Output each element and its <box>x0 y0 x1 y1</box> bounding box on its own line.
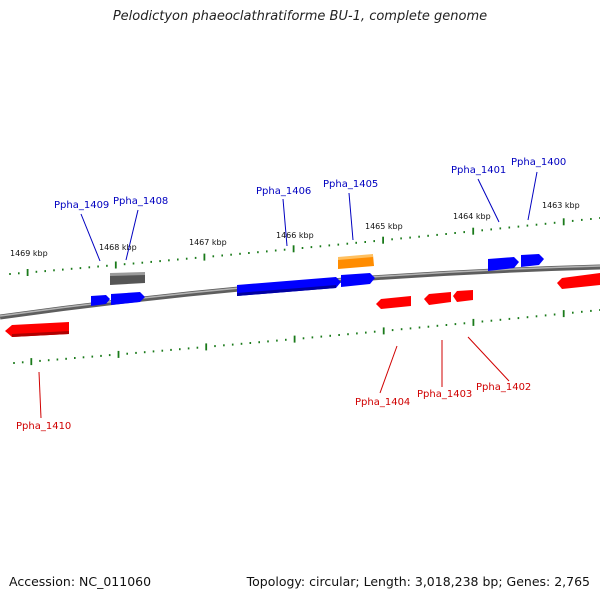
gene-label-ppha-1410[interactable]: Ppha_1410 <box>16 421 71 432</box>
leader-lines-forward <box>80 171 538 262</box>
leader-ppha-1402 <box>467 336 510 382</box>
gene-feature-ppha-1408-pseudo-top <box>110 272 145 276</box>
gene-feature-ppha-1410-shade <box>12 331 69 337</box>
scale-ticks-top <box>9 217 600 276</box>
scale-label-1465: 1465 kbp <box>365 222 403 231</box>
forward-genes <box>91 254 544 306</box>
gene-feature-ppha-1408[interactable] <box>111 292 145 305</box>
gene-feature-ppha-1404-fwd[interactable] <box>341 273 375 287</box>
scale-ticks-bottom <box>13 309 600 366</box>
gene-feature-ppha-1399[interactable] <box>557 273 600 289</box>
gene-feature-ppha-1403[interactable] <box>424 292 451 305</box>
gene-label-ppha-1402[interactable]: Ppha_1402 <box>476 382 531 393</box>
reverse-genes <box>5 273 600 337</box>
scale-label-1467: 1467 kbp <box>189 238 227 247</box>
gene-label-ppha-1403[interactable]: Ppha_1403 <box>417 389 472 400</box>
gene-feature-ppha-1409[interactable] <box>91 295 110 306</box>
leader-ppha-1408 <box>125 209 139 261</box>
leader-ppha-1400 <box>527 171 538 221</box>
gene-label-ppha-1401[interactable]: Ppha_1401 <box>451 165 506 176</box>
accession-text: Accession: NC_011060 <box>9 574 152 589</box>
leader-ppha-1404 <box>379 345 398 394</box>
leader-ppha-1409 <box>80 213 101 262</box>
scale-label-1468: 1468 kbp <box>99 243 137 252</box>
scale-label-1464: 1464 kbp <box>453 212 491 221</box>
gene-labels-reverse: Ppha_1410 Ppha_1404 Ppha_1403 Ppha_1402 <box>16 382 531 432</box>
scale-label-1463: 1463 kbp <box>542 201 580 210</box>
gene-label-ppha-1409[interactable]: Ppha_1409 <box>54 200 109 211</box>
leader-lines-reverse <box>38 336 510 419</box>
map-title: Pelodictyon phaeoclathratiforme BU-1, co… <box>112 9 488 24</box>
leader-ppha-1405 <box>348 192 354 241</box>
gene-labels-forward: Ppha_1409 Ppha_1408 Ppha_1406 Ppha_1405 … <box>54 157 566 211</box>
gene-feature-ppha-1408-pseudo[interactable] <box>110 274 145 285</box>
scale-label-1466: 1466 kbp <box>276 231 314 240</box>
genome-backbone-highlight <box>0 265 600 317</box>
leader-ppha-1410 <box>38 371 42 419</box>
gene-label-ppha-1408[interactable]: Ppha_1408 <box>113 196 168 207</box>
scale-label-1469: 1469 kbp <box>10 249 48 258</box>
gene-feature-ppha-1404[interactable] <box>376 296 411 309</box>
gene-label-ppha-1404[interactable]: Ppha_1404 <box>355 397 410 408</box>
gene-label-ppha-1405[interactable]: Ppha_1405 <box>323 179 378 190</box>
leader-ppha-1406 <box>282 198 288 247</box>
scale-labels: 1469 kbp 1468 kbp 1467 kbp 1466 kbp 1465… <box>10 201 580 258</box>
genome-summary-text: Topology: circular; Length: 3,018,238 bp… <box>246 574 590 589</box>
gene-feature-ppha-1402[interactable] <box>453 290 473 302</box>
gene-feature-ppha-1405-rna-top <box>338 254 373 260</box>
gene-label-ppha-1400[interactable]: Ppha_1400 <box>511 157 566 168</box>
gene-feature-ppha-1406-shade <box>237 285 336 296</box>
gene-feature-ppha-1401[interactable] <box>488 257 519 271</box>
genome-backbone <box>0 264 600 320</box>
gene-label-ppha-1406[interactable]: Ppha_1406 <box>256 186 311 197</box>
gene-feature-ppha-1400[interactable] <box>521 254 544 267</box>
leader-ppha-1401 <box>477 178 500 223</box>
